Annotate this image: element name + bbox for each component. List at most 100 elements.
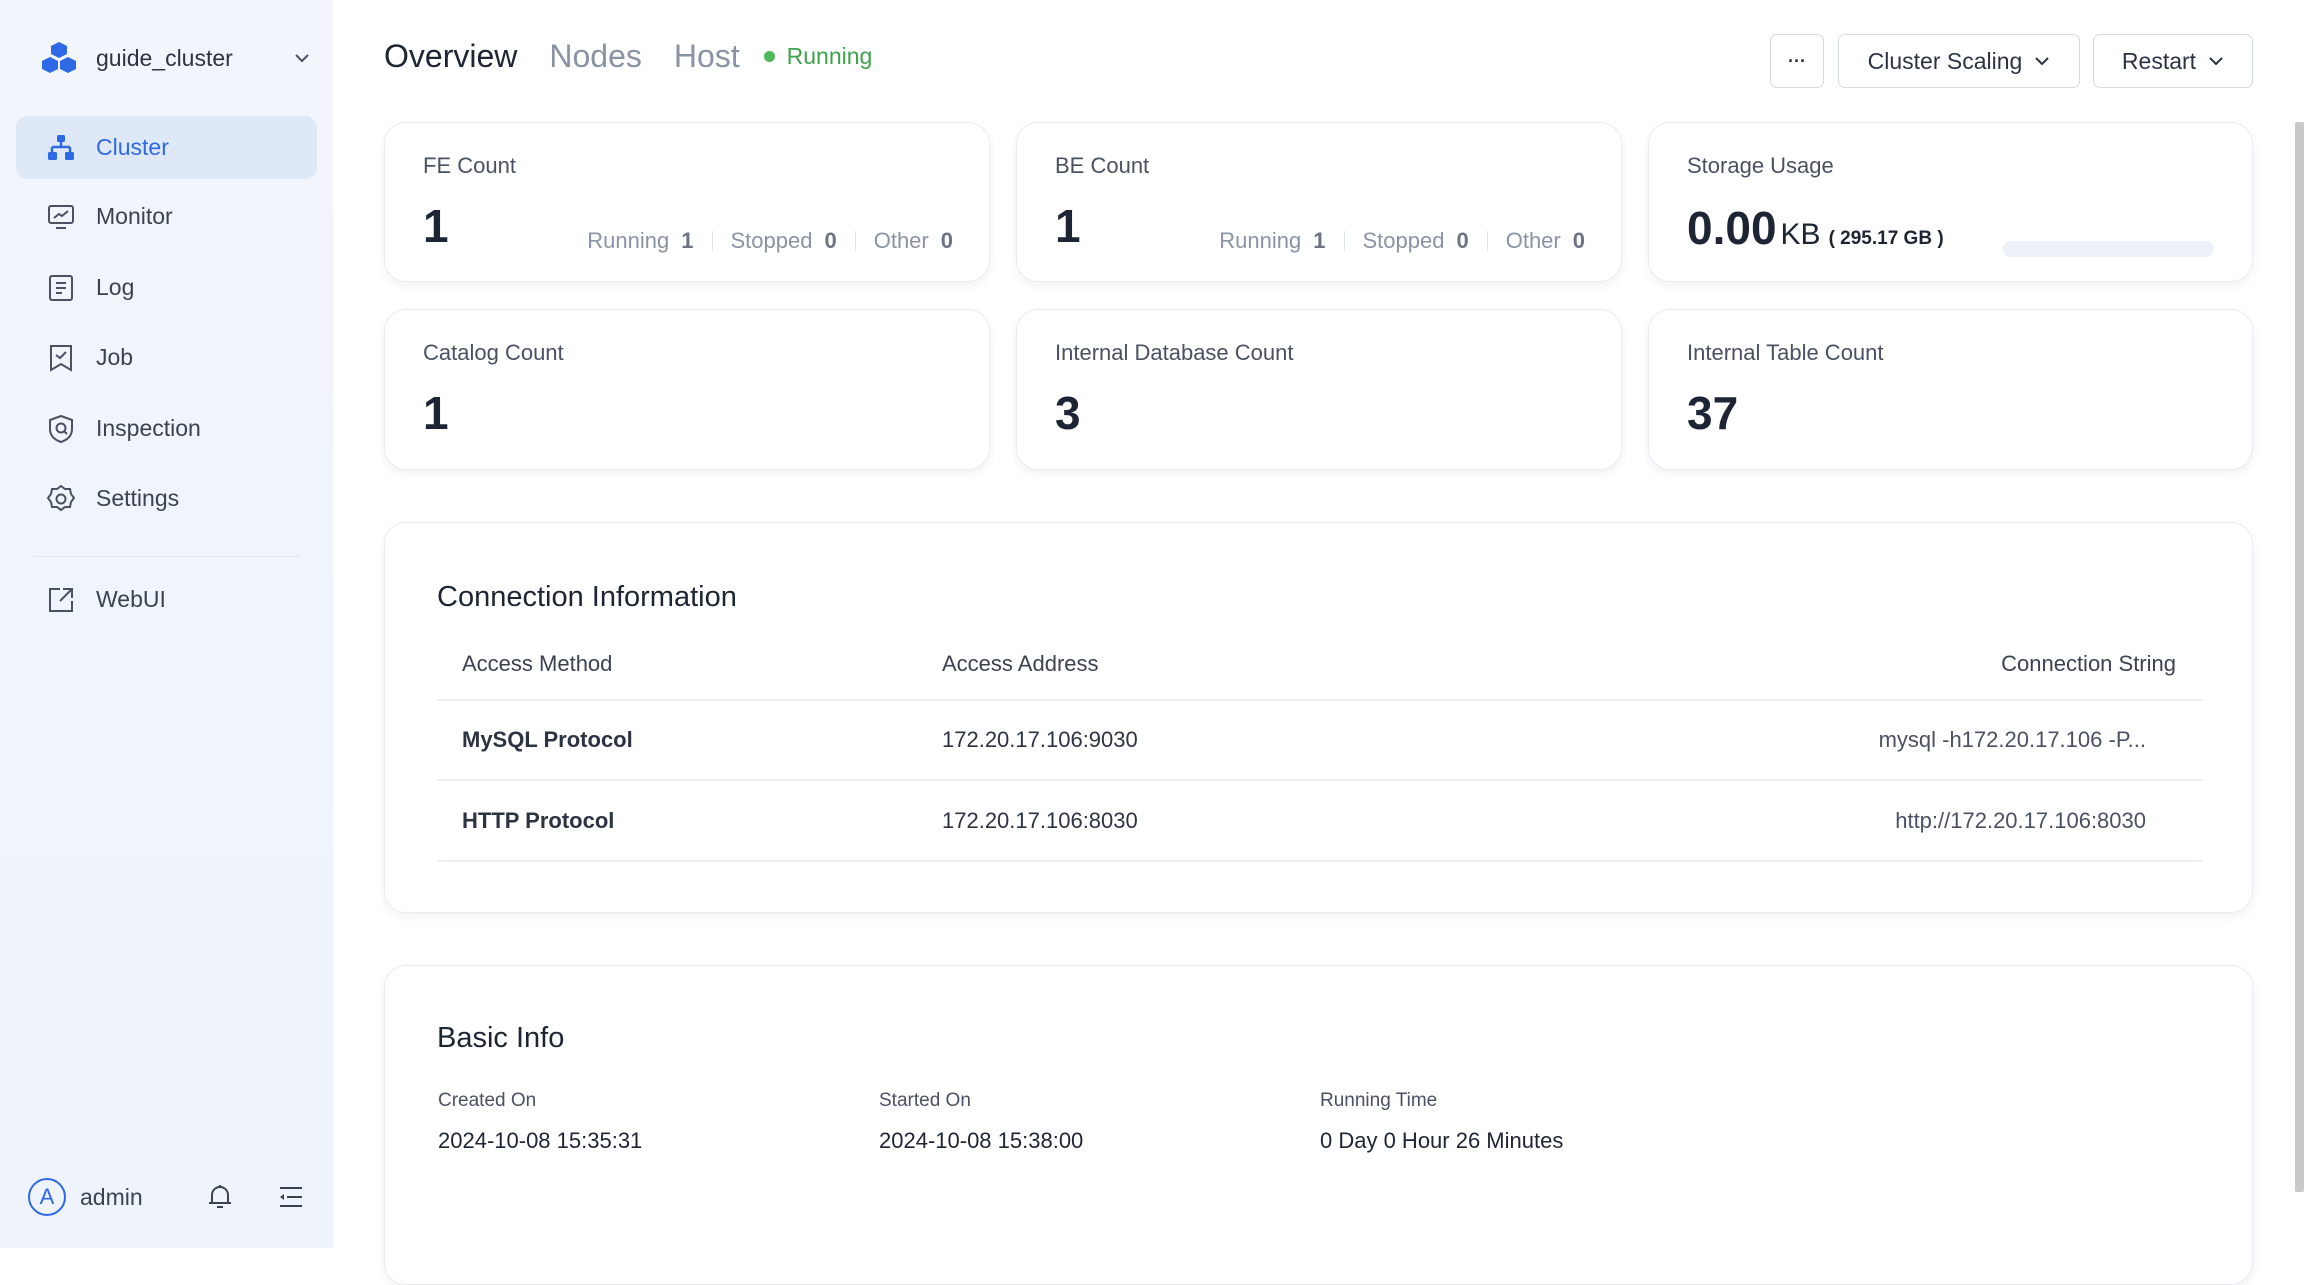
storage-amount: 0.00 xyxy=(1687,202,1777,254)
avatar[interactable]: A xyxy=(28,1178,66,1216)
connection-string[interactable]: mysql -h172.20.17.106 -P... xyxy=(1878,727,2146,752)
stopped-label: Stopped xyxy=(730,228,813,253)
cluster-icon xyxy=(48,134,74,160)
connection-string[interactable]: http://172.20.17.106:8030 xyxy=(1895,808,2146,833)
bell-icon[interactable] xyxy=(206,1183,234,1211)
sidebar-item-label: Cluster xyxy=(96,134,169,160)
running-label: Running xyxy=(1219,228,1302,253)
scrollbar[interactable] xyxy=(2295,122,2304,1192)
status-text: Running xyxy=(786,43,873,69)
table-cell: MySQL Protocol xyxy=(462,727,633,752)
other-count: 0 xyxy=(1572,228,1585,253)
sidebar-item-label: Settings xyxy=(96,485,180,511)
sidebar-item-settings[interactable]: Settings xyxy=(16,467,317,530)
sidebar-item-label: WebUI xyxy=(96,586,166,612)
stopped-count: 0 xyxy=(1456,228,1469,253)
table-count-card: Internal Table Count 37 xyxy=(1648,309,2253,470)
user-bar: A admin xyxy=(28,1178,308,1216)
table-cell: 172.20.17.106:9030 xyxy=(942,727,1138,752)
chevron-down-icon xyxy=(2209,57,2223,66)
sidebar: guide_cluster Cluster Monitor Log Job In… xyxy=(0,0,333,1248)
basic-info-card: Basic Info Created On 2024-10-08 15:35:3… xyxy=(384,965,2253,1285)
status-dot xyxy=(763,51,775,62)
page-tabs: Overview Nodes Host Running xyxy=(384,38,872,75)
be-stats: Running 1 Stopped 0 Other 0 xyxy=(1219,228,1585,254)
card-label: Internal Table Count xyxy=(1687,340,1884,365)
column-header: Access Method xyxy=(462,651,613,676)
running-count: 1 xyxy=(1313,228,1326,253)
user-name[interactable]: admin xyxy=(80,1183,143,1210)
card-label: BE Count xyxy=(1055,153,1150,178)
restart-label: Restart xyxy=(2121,47,2197,74)
fe-count-card: FE Count 1 Running 1 Stopped 0 Other 0 xyxy=(384,122,990,282)
sidebar-divider xyxy=(34,556,300,557)
section-title: Basic Info xyxy=(437,1022,565,1054)
cluster-logo-icon xyxy=(42,42,76,73)
be-count-card: BE Count 1 Running 1 Stopped 0 Other 0 xyxy=(1016,122,1622,282)
storage-total: ( 295.17 GB ) xyxy=(1828,228,1944,249)
fe-stats: Running 1 Stopped 0 Other 0 xyxy=(587,228,953,254)
sidebar-item-label: Inspection xyxy=(96,415,201,441)
field-label: Created On xyxy=(438,1090,537,1111)
field-label: Started On xyxy=(879,1090,971,1111)
inspection-icon xyxy=(49,414,73,443)
tab-overview[interactable]: Overview xyxy=(384,38,518,74)
sidebar-item-inspection[interactable]: Inspection xyxy=(16,397,317,460)
collapse-menu-icon[interactable] xyxy=(276,1183,304,1211)
sidebar-item-job[interactable]: Job xyxy=(16,326,317,389)
other-count: 0 xyxy=(940,228,953,253)
cluster-scaling-button[interactable]: Cluster Scaling xyxy=(1838,34,2080,88)
sidebar-item-webui[interactable]: WebUI xyxy=(16,568,317,631)
card-value: 37 xyxy=(1687,387,1739,439)
sidebar-item-cluster[interactable]: Cluster xyxy=(16,116,317,179)
job-icon xyxy=(50,344,72,372)
storage-value: 0.00 KB ( 295.17 GB ) xyxy=(1687,201,1944,255)
card-value: 1 xyxy=(423,387,449,439)
table-cell: HTTP Protocol xyxy=(462,808,615,833)
sidebar-item-label: Log xyxy=(96,274,135,300)
table-cell: 172.20.17.106:8030 xyxy=(942,808,1138,833)
storage-progress-bar xyxy=(2003,241,2214,257)
sidebar-item-monitor[interactable]: Monitor xyxy=(16,185,317,248)
running-label: Running xyxy=(587,228,670,253)
stopped-label: Stopped xyxy=(1362,228,1445,253)
status-badge: Running xyxy=(763,43,873,70)
running-count: 1 xyxy=(681,228,694,253)
sidebar-item-label: Monitor xyxy=(96,203,173,229)
more-icon: ··· xyxy=(1788,50,1806,71)
tab-nodes[interactable]: Nodes xyxy=(549,38,642,74)
field-label: Running Time xyxy=(1320,1090,1438,1111)
column-header: Connection String xyxy=(2001,651,2176,676)
external-link-icon xyxy=(49,587,73,612)
column-header: Access Address xyxy=(942,651,1099,676)
storage-usage-card: Storage Usage 0.00 KB ( 295.17 GB ) xyxy=(1648,122,2253,282)
card-label: Catalog Count xyxy=(423,340,564,365)
section-title: Connection Information xyxy=(437,581,737,613)
cluster-selector[interactable]: guide_cluster xyxy=(40,36,310,80)
tab-host[interactable]: Host xyxy=(673,38,740,74)
storage-unit: KB xyxy=(1780,218,1821,251)
other-label: Other xyxy=(1505,228,1561,253)
field-value: 0 Day 0 Hour 26 Minutes xyxy=(1320,1128,1564,1153)
connection-info-card: Connection Information Access Method Acc… xyxy=(384,522,2253,913)
field-value: 2024-10-08 15:38:00 xyxy=(879,1128,1084,1153)
sidebar-item-log[interactable]: Log xyxy=(16,256,317,319)
card-label: Internal Database Count xyxy=(1055,340,1294,365)
restart-button[interactable]: Restart xyxy=(2093,34,2253,88)
cluster-name: guide_cluster xyxy=(96,44,233,71)
card-label: Storage Usage xyxy=(1687,153,1834,178)
other-label: Other xyxy=(873,228,929,253)
sidebar-item-label: Job xyxy=(96,344,134,370)
database-count-card: Internal Database Count 3 xyxy=(1016,309,1622,470)
field-value: 2024-10-08 15:35:31 xyxy=(438,1128,643,1153)
card-value: 3 xyxy=(1055,387,1081,439)
card-value: 1 xyxy=(423,200,449,252)
cluster-scaling-label: Cluster Scaling xyxy=(1867,47,2023,74)
chevron-down-icon xyxy=(2035,57,2050,66)
stopped-count: 0 xyxy=(824,228,837,253)
log-icon xyxy=(49,274,73,301)
card-label: FE Count xyxy=(423,153,516,178)
chevron-down-icon xyxy=(295,54,309,63)
more-button[interactable]: ··· xyxy=(1770,34,1824,88)
catalog-count-card: Catalog Count 1 xyxy=(384,309,990,470)
